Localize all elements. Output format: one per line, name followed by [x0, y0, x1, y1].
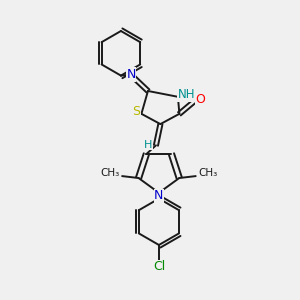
Text: H: H	[144, 140, 153, 150]
Text: NH: NH	[178, 88, 196, 101]
Text: S: S	[132, 105, 140, 118]
Text: O: O	[195, 93, 205, 106]
Text: N: N	[127, 68, 136, 81]
Text: CH₃: CH₃	[199, 168, 218, 178]
Text: CH₃: CH₃	[100, 168, 119, 178]
Text: N: N	[154, 189, 164, 202]
Text: Cl: Cl	[153, 260, 165, 274]
